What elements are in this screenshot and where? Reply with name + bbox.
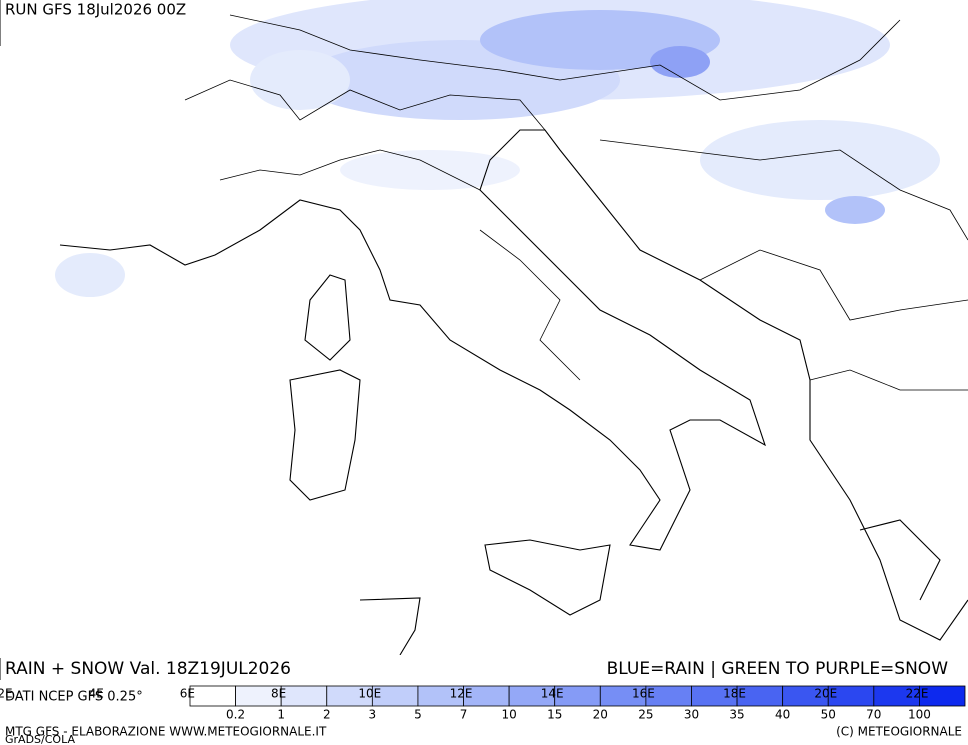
longitude-label: 4E	[89, 687, 104, 701]
longitude-label: 2E	[0, 687, 13, 701]
colorbar-label: 35	[729, 708, 744, 722]
longitude-label: 10E	[358, 687, 381, 701]
colorbar-label: 5	[414, 708, 422, 722]
legend-note: BLUE=RAIN | GREEN TO PURPLE=SNOW	[607, 659, 949, 679]
colorbar-label: 2	[323, 708, 331, 722]
colorbar-label: 30	[684, 708, 699, 722]
borders	[184, 14, 968, 391]
coastlines	[59, 129, 968, 656]
grads-label: GrADS/COLA	[5, 733, 75, 745]
colorbar-label: 20	[593, 708, 608, 722]
credit-left: MTG GFS - ELABORAZIONE WWW.METEOGIORNALE…	[5, 725, 327, 739]
colorbar-label: 15	[547, 708, 562, 722]
colorbar-label: 70	[866, 708, 881, 722]
colorbar-label: 50	[821, 708, 836, 722]
colorbar-label: 25	[638, 708, 653, 722]
longitude-label: 14E	[541, 687, 564, 701]
colorbar-label: 100	[908, 708, 931, 722]
data-source: DATI NCEP GFS 0.25°	[5, 690, 143, 705]
colorbar-box	[280, 685, 328, 707]
precipitation	[55, 0, 940, 297]
colorbar-label: 3	[369, 708, 377, 722]
longitude-label: 18E	[723, 687, 746, 701]
colorbar-label: 7	[460, 708, 468, 722]
colorbar-box	[189, 685, 236, 707]
longitude-label: 6E	[180, 687, 195, 701]
colorbar-label: 10	[501, 708, 516, 722]
colorbar-label: 40	[775, 708, 790, 722]
colorbar-label: 1	[277, 708, 285, 722]
longitude-label: 16E	[632, 687, 655, 701]
run-label: RUN GFS 18Jul2026 00Z	[5, 1, 186, 19]
colorbar-box	[919, 685, 966, 707]
map-title: RAIN + SNOW Val. 18Z19JUL2026	[5, 659, 291, 679]
longitude-label: 8E	[271, 687, 286, 701]
longitude-label: 22E	[906, 687, 929, 701]
longitude-label: 12E	[450, 687, 473, 701]
colorbar: 0.2 1 2 3 5 7 10 15 20 25 30 35 40 50 70 100	[189, 685, 966, 722]
credit-right: (C) METEOGIORNALE	[836, 725, 962, 739]
longitude-label: 20E	[814, 687, 837, 701]
colorbar-label: 0.2	[226, 708, 245, 722]
